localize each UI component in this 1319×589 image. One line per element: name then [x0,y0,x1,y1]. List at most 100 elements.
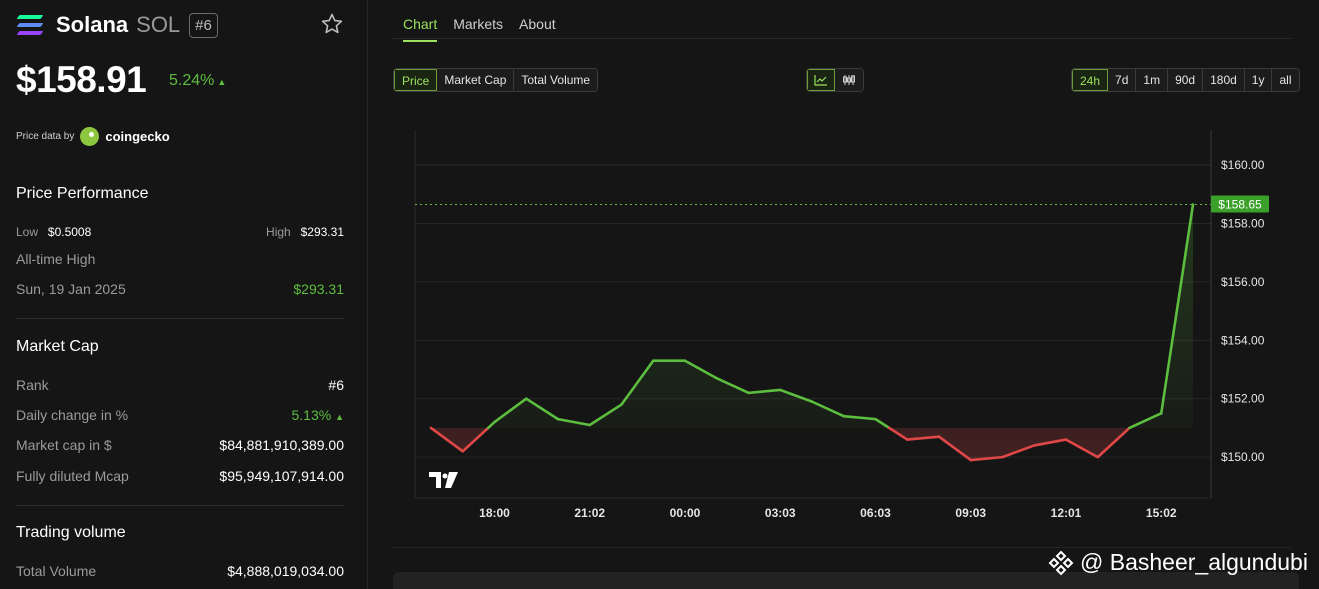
current-price: $158.91 [16,59,147,100]
watermark-text: @ Basheer_algundubi [1080,549,1308,575]
price-line-segment [810,400,846,418]
y-tick-label: $158.00 [1221,216,1265,230]
tradingview-logo-icon [429,472,458,488]
price-metric-button[interactable]: Price [394,69,438,91]
range-1m-button[interactable]: 1m [1136,69,1169,91]
market-cap-label: Market cap in $ [16,437,112,453]
high-group: High $293.31 [266,223,344,239]
coin-symbol: SOL [136,12,181,37]
up-arrow-icon: ▲ [335,412,344,422]
divider [16,318,344,319]
daily-change-value: 5.13% ▲ [291,407,344,423]
price-chart[interactable]: $150.00 $152.00 $154.00 $156.00 $158.00 $160.… [393,100,1313,540]
price-line-segment [715,376,750,395]
price-line-segment [524,397,560,421]
y-tick-label: $150.00 [1221,450,1265,464]
range-all-button[interactable]: all [1272,69,1299,91]
ath-row: Sun, 19 Jan 2025 $293.31 [16,281,344,297]
tabs-divider [393,38,1291,39]
fdv-label: Fully diluted Mcap [16,468,129,484]
price-line-segment [905,435,941,441]
price-performance-title: Price Performance [16,185,149,202]
price-line-segment [429,426,465,453]
total-volume-metric-button[interactable]: Total Volume [514,69,598,91]
price-line-segment [461,426,490,453]
tab-chart[interactable]: Chart [403,16,438,42]
fdv-row: Fully diluted Mcap $95,949,107,914.00 [16,468,344,484]
chart-type-toggle [806,68,864,92]
y-tick-label: $156.00 [1221,275,1265,289]
candlestick-icon [843,75,855,85]
price-change-value: 5.24% [169,72,215,89]
market-cap-value: $84,881,910,389.00 [219,437,344,453]
range-24h-button[interactable]: 24h [1072,69,1109,91]
price-line-segment [493,397,528,424]
high-value: $293.31 [300,225,344,239]
price-line-segment [1032,438,1068,447]
total-volume-row: Total Volume $4,888,019,034.00 [16,563,344,579]
daily-change-row: Daily change in % 5.13% ▲ [16,407,344,423]
daily-change-label: Daily change in % [16,407,129,423]
rank-row: Rank #6 [16,377,344,393]
low-label: Low [16,225,39,239]
price-line-segment [874,417,891,430]
y-tick-label: $154.00 [1221,333,1265,347]
provider-name: coingecko [105,129,170,144]
x-tick-label: 12:01 [1051,506,1082,520]
price-line-segment [620,359,655,406]
ath-value: $293.31 [293,281,344,297]
x-tick-label: 21:02 [574,506,605,520]
price-line-segment [1064,438,1100,459]
x-tick-label: 00:00 [670,506,701,520]
price-line-segment [1159,203,1195,415]
price-line-segment [1128,412,1163,430]
ath-label: All-time High [16,251,96,267]
coin-header: Solana SOL #6 [16,10,218,40]
daily-change-number: 5.13% [291,407,332,423]
solana-logo-icon [16,15,44,35]
x-tick-label: 06:03 [860,506,891,520]
tab-about[interactable]: About [519,16,556,32]
rank-label: Rank [16,377,49,393]
watermark: @ Basheer_algundubi [1048,549,1308,576]
ath-date: Sun, 19 Jan 2025 [16,281,126,297]
x-tick-label: 18:00 [479,506,510,520]
binance-logo-icon [1048,550,1074,575]
x-tick-label: 09:03 [955,506,986,520]
price-line-segment [842,414,877,421]
price-line-segment [747,388,782,395]
line-chart-button[interactable] [807,69,835,91]
total-volume-value: $4,888,019,034.00 [227,563,344,579]
market-cap-title: Market Cap [16,338,99,355]
current-price-tag [1211,195,1269,213]
price-line-segment [778,388,814,403]
price-data-label: Price data by [16,131,75,142]
tab-markets[interactable]: Markets [453,16,504,32]
price-line-segment [486,420,496,430]
divider [16,505,344,506]
candlestick-chart-button[interactable] [835,69,863,91]
y-tick-label: $152.00 [1221,392,1265,406]
range-90d-button[interactable]: 90d [1168,69,1204,91]
range-1y-button[interactable]: 1y [1244,69,1273,91]
rank-badge: #6 [189,12,218,38]
x-tick-label: 03:03 [765,506,796,520]
coingecko-logo-icon [80,127,100,146]
range-7d-button[interactable]: 7d [1108,69,1137,91]
low-high-row: Low $0.5008 High $293.31 [16,223,344,239]
rank-value: #6 [328,377,344,393]
lower-panel [393,572,1299,589]
y-tick-label: $160.00 [1221,158,1265,172]
coin-info-panel: Solana SOL #6 $158.91 5.24% ▲ Price data … [0,0,368,589]
main-tabs: Chart Markets About [403,16,572,42]
price-line-segment [887,426,909,441]
trading-volume-title: Trading volume [16,524,126,541]
price-change-24h: 5.24% ▲ [169,72,226,90]
range-180d-button[interactable]: 180d [1203,69,1245,91]
market-cap-metric-button[interactable]: Market Cap [437,69,515,91]
price-line-segment [937,435,973,462]
price-data-attribution[interactable]: Price data by coingecko [16,127,170,146]
total-volume-label: Total Volume [16,563,97,579]
x-tick-label: 15:02 [1146,506,1177,520]
favorite-star-icon[interactable] [320,12,344,36]
